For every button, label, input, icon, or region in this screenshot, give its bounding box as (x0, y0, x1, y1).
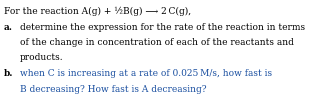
Text: products.: products. (20, 53, 64, 62)
Text: of the change in concentration of each of the reactants and: of the change in concentration of each o… (20, 38, 294, 47)
Text: B decreasing? How fast is A decreasing?: B decreasing? How fast is A decreasing? (20, 84, 206, 94)
Text: when C is increasing at a rate of 0.025 M/s, how fast is: when C is increasing at a rate of 0.025 … (20, 69, 272, 78)
Text: For the reaction A(g) + ½B(g) ⟶ 2 C(g),: For the reaction A(g) + ½B(g) ⟶ 2 C(g), (4, 7, 191, 16)
Text: determine the expression for the rate of the reaction in terms: determine the expression for the rate of… (20, 22, 305, 31)
Text: a.: a. (4, 22, 13, 31)
Text: b.: b. (4, 69, 13, 78)
